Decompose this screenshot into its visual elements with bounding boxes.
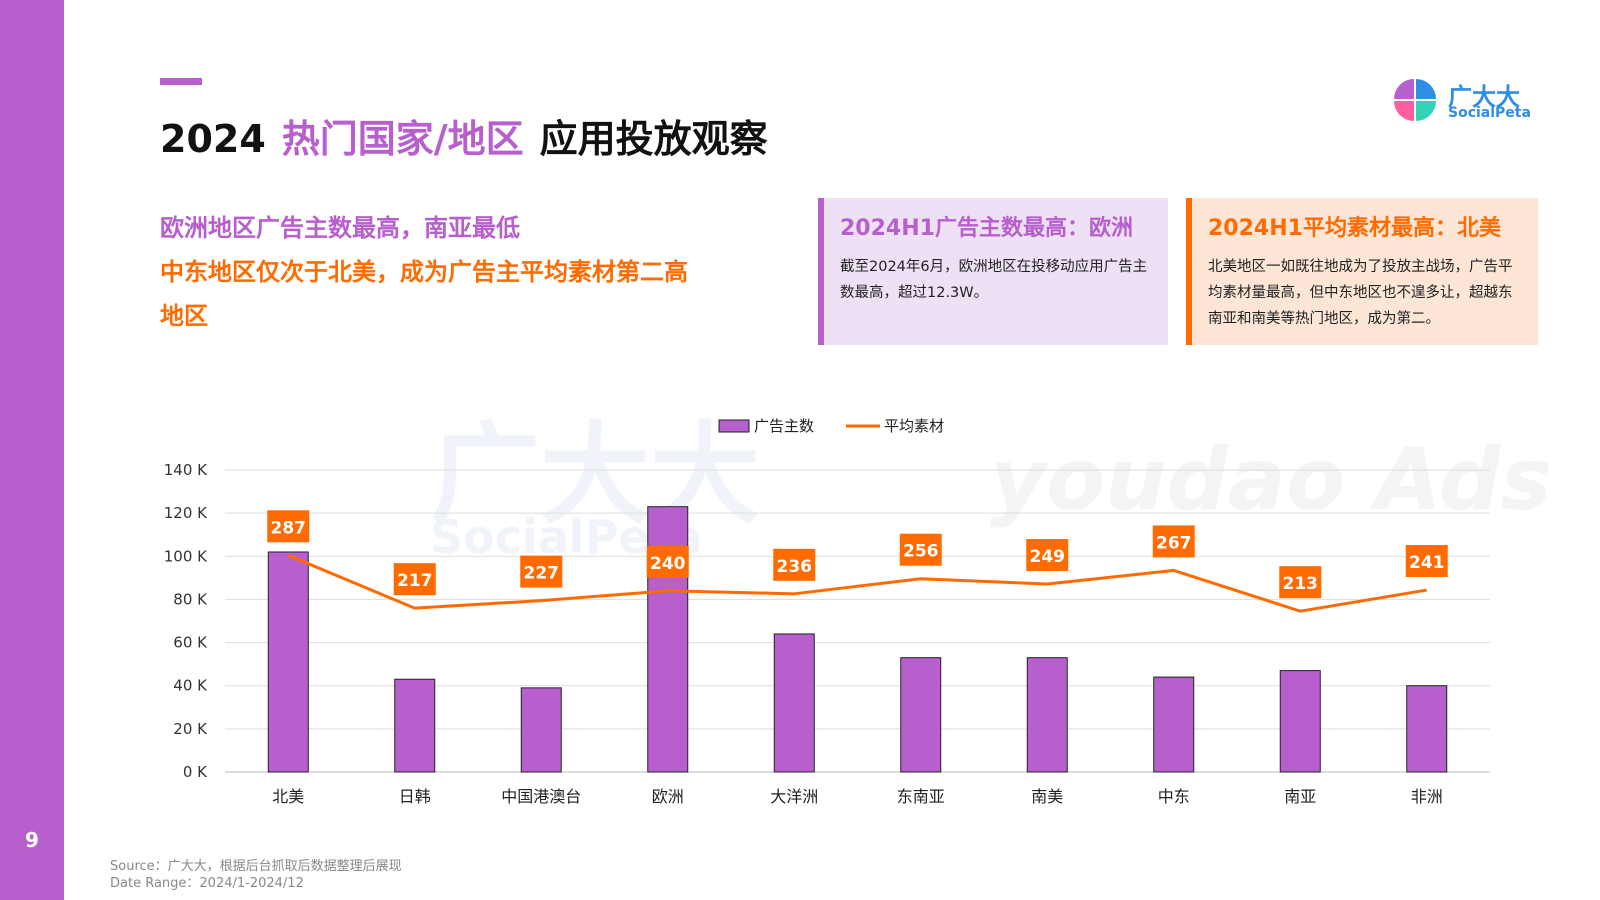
bar xyxy=(1026,657,1068,773)
legend-label: 广告主数 xyxy=(754,417,814,435)
x-tick-label: 东南亚 xyxy=(897,787,945,806)
headline-line-1: 欧洲地区广告主数最高，南亚最低 xyxy=(160,214,520,242)
data-label-box xyxy=(267,510,310,543)
data-label: 236 xyxy=(777,557,813,577)
data-label: 227 xyxy=(524,564,560,584)
x-tick-label: 北美 xyxy=(272,787,304,806)
bar xyxy=(267,551,309,773)
data-label-box xyxy=(1279,566,1322,599)
card-title: 2024H1平均素材最高：北美 xyxy=(1208,216,1501,241)
card-body: 截至2024年6月，欧洲地区在投移动应用广告主数最高，超过12.3W。 xyxy=(840,259,1148,301)
x-tick-label: 日韩 xyxy=(399,787,431,806)
y-tick-label: 40 K xyxy=(173,677,208,695)
data-label-box xyxy=(899,533,942,566)
y-tick-label: 0 K xyxy=(183,763,208,781)
data-label: 217 xyxy=(397,571,433,591)
title-accent-bar xyxy=(160,78,202,85)
bar xyxy=(1153,676,1195,773)
footer-source: Source：广大大，根据后台抓取后数据整理后展现 xyxy=(110,859,402,874)
insight-card-advertisers: 2024H1广告主数最高：欧洲 截至2024年6月，欧洲地区在投移动应用广告主数… xyxy=(818,198,1168,345)
headline-line-3: 地区 xyxy=(160,302,208,330)
data-label: 249 xyxy=(1030,547,1066,567)
data-label: 267 xyxy=(1156,533,1192,553)
x-tick-label: 中国港澳台 xyxy=(501,787,581,806)
page-number: 9 xyxy=(25,828,39,852)
bar xyxy=(773,633,815,773)
y-tick-label: 20 K xyxy=(173,720,208,738)
logo-icon xyxy=(1394,79,1436,121)
series-line xyxy=(287,553,1427,613)
data-label-box xyxy=(1405,545,1448,578)
x-tick-label: 欧洲 xyxy=(652,787,684,806)
card-body: 北美地区一如既往地成为了投放主战场，广告平均素材量最高，但中东地区也不遑多让，超… xyxy=(1208,259,1513,327)
advertisers-chart: 0 K 20 K 40 K 60 K 80 K 100 K 120 K 140 K 广告主数 平均… xyxy=(164,417,1490,806)
bar xyxy=(520,687,562,773)
x-tick-label: 大洋洲 xyxy=(770,787,818,806)
logo-text-cn: 广大大 xyxy=(1448,83,1520,111)
left-sidebar xyxy=(0,0,64,900)
data-label: 213 xyxy=(1283,574,1319,594)
page-title: 2024 热门国家/地区 应用投放观察 xyxy=(160,108,768,163)
card-title: 2024H1广告主数最高：欧洲 xyxy=(840,216,1133,241)
data-label-box xyxy=(1026,539,1069,572)
data-label-box xyxy=(520,555,563,588)
title-year: 2024 xyxy=(160,117,266,161)
footer-date-range: Date Range：2024/1-2024/12 xyxy=(110,876,304,891)
title-highlight: 热门国家/地区 xyxy=(281,117,524,161)
y-tick-label: 80 K xyxy=(173,590,208,608)
data-label-box xyxy=(393,563,436,596)
legend-label: 平均素材 xyxy=(884,417,944,435)
x-tick-label: 非洲 xyxy=(1411,787,1443,806)
bar xyxy=(1279,670,1321,773)
y-tick-label: 120 K xyxy=(164,504,208,522)
data-label-box xyxy=(1152,525,1195,558)
data-label: 241 xyxy=(1409,553,1445,573)
bar xyxy=(900,657,942,773)
insight-card-creatives: 2024H1平均素材最高：北美 北美地区一如既往地成为了投放主战场，广告平均素材… xyxy=(1186,198,1538,345)
logo-text-en: SocialPeta xyxy=(1448,105,1531,121)
x-tick-label: 南美 xyxy=(1031,787,1063,806)
data-label-box xyxy=(773,548,816,581)
legend-swatch-bar xyxy=(718,419,750,433)
socialpeta-logo: 广大大 SocialPeta xyxy=(1390,75,1550,125)
y-tick-label: 140 K xyxy=(164,461,208,479)
x-tick-label: 南亚 xyxy=(1284,787,1316,806)
data-label-box xyxy=(646,545,689,578)
headline-line-2: 中东地区仅次于北美，成为广告主平均素材第二高 xyxy=(160,258,688,286)
bar xyxy=(1406,685,1448,773)
title-rest: 应用投放观察 xyxy=(539,117,768,161)
data-label: 256 xyxy=(903,542,939,562)
x-tick-label: 中东 xyxy=(1158,787,1190,806)
data-label: 240 xyxy=(650,554,686,574)
bar xyxy=(394,678,436,773)
y-tick-label: 100 K xyxy=(164,547,208,565)
data-label: 287 xyxy=(271,518,307,538)
y-tick-label: 60 K xyxy=(173,634,208,652)
